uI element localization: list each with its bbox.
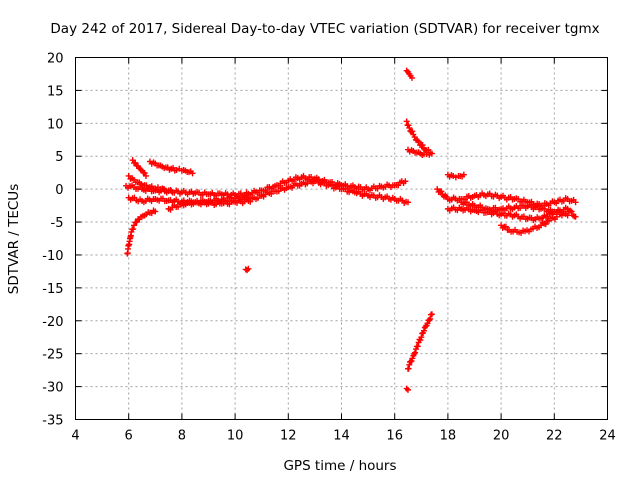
data-point-right-band-lower [572, 213, 579, 220]
data-point-late-steep-arc [408, 357, 415, 364]
x-tick-label: 8 [178, 429, 186, 444]
y-axis-label: SDTVAR / TECUs [6, 184, 22, 294]
data-point-early-falling-arc [130, 226, 137, 233]
chart-title: Day 242 of 2017, Sidereal Day-to-day VTE… [50, 21, 599, 37]
data-point-late-mid-arc [406, 124, 413, 131]
data-point-late-steep-arc [417, 337, 424, 344]
x-tick-label: 20 [493, 429, 510, 444]
data-point-late-steep-arc [427, 315, 434, 322]
x-tick-label: 18 [440, 429, 457, 444]
x-tick-label: 4 [71, 429, 79, 444]
x-tick-label: 16 [386, 429, 403, 444]
data-point-late-mid-arc [415, 138, 422, 145]
y-tick-label: -20 [42, 315, 63, 330]
x-axis-label: GPS time / hours [283, 458, 396, 474]
data-points [123, 67, 579, 393]
x-tick-label: 24 [599, 429, 616, 444]
data-point-late-steep-arc [414, 343, 421, 350]
x-tick-label: 22 [546, 429, 563, 444]
y-tick-label: -15 [42, 282, 63, 297]
data-point-late-steep-arc [412, 349, 419, 356]
x-tick-label: 6 [125, 429, 133, 444]
data-point-late-upper-arc [408, 74, 415, 81]
plot-frame [75, 57, 608, 420]
y-tick-label: -25 [42, 348, 63, 363]
axis-ticks: 4 6 8 10 12 14 16 18 20 22 24 20 15 10 5 0 -5 -10 -15 -20 -2… [42, 52, 616, 444]
data-point-right-band-upper [572, 199, 579, 206]
data-point-late-steep-arc [426, 317, 433, 324]
y-tick-label: 5 [55, 150, 63, 165]
data-point-late-steep-arc [424, 320, 431, 327]
y-tick-label: 0 [55, 183, 63, 198]
data-point-right-cross-arc [564, 212, 571, 219]
data-point-late-mid-arc [419, 142, 426, 149]
data-point-early-falling-arc [152, 208, 159, 215]
y-tick-label: -5 [51, 216, 64, 231]
x-tick-label: 10 [227, 429, 244, 444]
data-point-late-mid-arc [409, 128, 416, 135]
data-point-right-band-upper [438, 188, 445, 195]
data-point-late-steep-arc [420, 327, 427, 334]
y-tick-label: -30 [42, 381, 63, 396]
data-point-main-band-lower [254, 195, 261, 202]
y-tick-label: 10 [47, 117, 64, 132]
x-tick-label: 14 [333, 429, 350, 444]
x-tick-label: 12 [280, 429, 297, 444]
data-point-right-band-lower [568, 208, 575, 215]
data-point-right-dip-arc [502, 223, 509, 230]
data-point-late-steep-arc [418, 334, 425, 341]
data-point-main-band-lower [405, 199, 411, 206]
data-point-early-top-arc-2 [142, 172, 149, 179]
data-point-early-lower-arc [175, 203, 182, 210]
data-point-early-top-arc-2 [132, 159, 139, 166]
data-point-early-rising-arc [168, 188, 175, 195]
data-point-main-band-lower [247, 198, 254, 205]
y-tick-label: 20 [47, 52, 64, 67]
y-tick-label: -10 [42, 249, 63, 264]
data-point-early-top-arc [189, 170, 196, 177]
data-point-right-dip-arc [553, 213, 560, 220]
y-tick-label: -35 [42, 414, 63, 429]
data-point-late-mid-arc-2 [426, 151, 433, 158]
data-point-main-band-upper [402, 178, 409, 185]
data-point-outlier-10.5 [245, 265, 252, 272]
data-point-early-lower-arc [245, 194, 252, 201]
data-point-late-mid-arc [403, 118, 410, 125]
data-point-right-small-arc [460, 171, 467, 178]
y-tick-label: 15 [47, 84, 64, 99]
data-point-late-steep-arc [428, 311, 435, 318]
data-point-outlier-16.5 [405, 386, 411, 393]
data-point-right-dip-arc [542, 221, 549, 228]
